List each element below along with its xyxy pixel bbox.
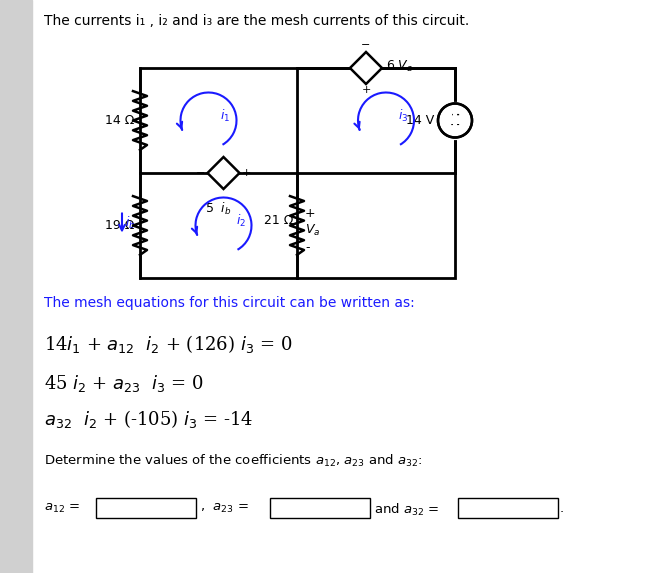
Text: 14 V: 14 V xyxy=(406,114,434,127)
Text: +: + xyxy=(305,207,316,220)
Text: $i_3$: $i_3$ xyxy=(398,108,408,124)
Bar xyxy=(140,68,455,278)
Text: 45 $i_2$ + $a_{23}$  $i_3$ = 0: 45 $i_2$ + $a_{23}$ $i_3$ = 0 xyxy=(44,373,204,394)
Text: and $a_{32}$ =: and $a_{32}$ = xyxy=(374,502,440,518)
Text: 6 $V_a$: 6 $V_a$ xyxy=(386,58,414,73)
Text: $i_b$: $i_b$ xyxy=(125,215,136,231)
Text: 14$i_1$ + $a_{12}$  $i_2$ + (126) $i_3$ = 0: 14$i_1$ + $a_{12}$ $i_2$ + (126) $i_3$ =… xyxy=(44,333,292,355)
Text: 21 Ω: 21 Ω xyxy=(264,214,293,227)
Text: +: + xyxy=(242,168,251,178)
Polygon shape xyxy=(350,52,382,84)
Text: −: − xyxy=(450,119,460,132)
Text: $a_{32}$  $i_2$ + (-105) $i_3$ = -14: $a_{32}$ $i_2$ + (-105) $i_3$ = -14 xyxy=(44,408,253,430)
Text: $i_1$: $i_1$ xyxy=(220,108,230,124)
Text: The currents i₁ , i₂ and i₃ are the mesh currents of this circuit.: The currents i₁ , i₂ and i₃ are the mesh… xyxy=(44,14,470,28)
Text: .: . xyxy=(560,502,564,515)
Text: +: + xyxy=(450,111,460,120)
Text: The mesh equations for this circuit can be written as:: The mesh equations for this circuit can … xyxy=(44,296,415,310)
Text: -: - xyxy=(305,241,310,254)
Text: $a_{12}$ =: $a_{12}$ = xyxy=(44,502,80,515)
Text: $V_a$: $V_a$ xyxy=(305,223,320,238)
Text: $i_2$: $i_2$ xyxy=(236,213,246,229)
Text: 19 Ω: 19 Ω xyxy=(105,219,134,232)
Text: ,  $a_{23}$ =: , $a_{23}$ = xyxy=(200,502,248,515)
Text: 5  $i_b$: 5 $i_b$ xyxy=(205,201,232,217)
Polygon shape xyxy=(208,157,240,189)
Text: Determine the values of the coefficients $a_{12}$, $a_{23}$ and $a_{32}$:: Determine the values of the coefficients… xyxy=(44,453,422,469)
Bar xyxy=(0,0,32,573)
Text: −: − xyxy=(196,168,206,178)
Text: +: + xyxy=(362,85,371,95)
Text: −: − xyxy=(362,40,371,50)
Text: 14 Ω: 14 Ω xyxy=(105,114,134,127)
